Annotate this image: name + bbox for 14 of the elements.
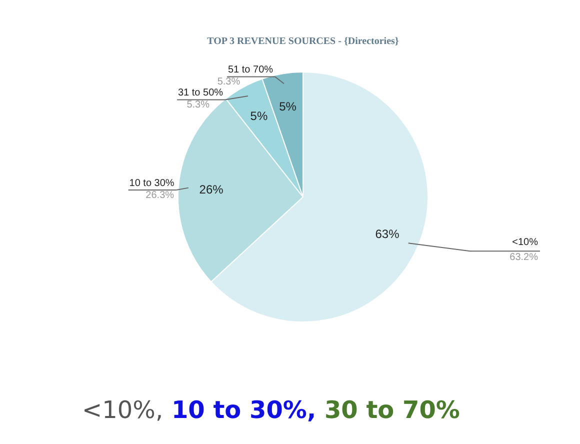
- text: 5.3%: [186, 100, 210, 111]
- text: <10%, 10 to 30%, 30 to 70%: [82, 396, 460, 424]
- text: 63.2%: [510, 252, 538, 264]
- data-label: 26%: [199, 182, 224, 197]
- slice-label: <10%: [512, 237, 538, 248]
- data-label: 5%: [279, 99, 297, 114]
- text: 26.3%: [146, 190, 174, 202]
- chart-title: TOP 3 REVENUE SOURCES - {Directories}: [207, 36, 399, 47]
- slice-label: 10 to 30%: [129, 178, 174, 190]
- data-label: 5%: [250, 109, 268, 124]
- text: 5.3%: [217, 76, 240, 88]
- data-label: 63%: [375, 226, 400, 241]
- slice-label: 31 to 50%: [178, 88, 224, 99]
- slice-label: 51 to 70%: [228, 64, 274, 76]
